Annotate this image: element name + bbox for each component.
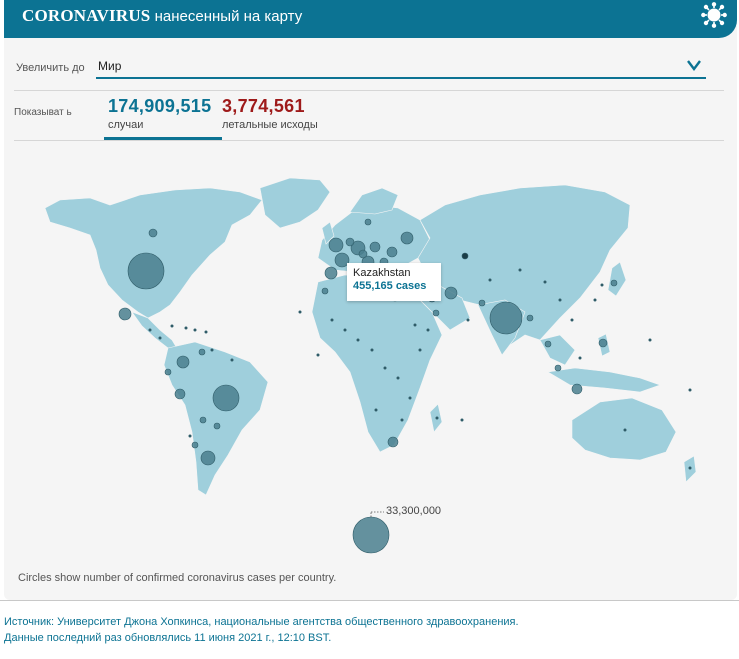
page-title: CORONAVIRUS нанесенный на карту xyxy=(22,6,303,25)
legend-value: 33,300,000 xyxy=(386,505,442,517)
land-masses xyxy=(44,177,697,496)
deaths-count: 3,774,561 xyxy=(222,96,305,116)
bubble-ukraine xyxy=(386,246,398,258)
bubble-chile xyxy=(191,441,199,449)
bubble-morocco xyxy=(321,287,329,295)
bubble-indonesia xyxy=(571,383,583,395)
bubble-paraguay xyxy=(213,422,221,430)
central-america xyxy=(131,311,179,351)
bubble-sweden xyxy=(364,218,372,226)
bubble-russia xyxy=(400,231,414,245)
bubble-malaysia xyxy=(554,364,562,372)
bubble-argentina xyxy=(200,450,216,466)
cases-label: случаи xyxy=(108,119,144,131)
japan xyxy=(607,261,627,297)
asia xyxy=(417,184,631,346)
bubble-czech xyxy=(358,249,368,259)
indonesia xyxy=(547,367,661,393)
north-america xyxy=(44,187,263,319)
world-map[interactable] xyxy=(0,0,739,600)
greenland xyxy=(259,177,331,229)
tab-cases[interactable]: 174,909,515 случаи xyxy=(108,96,211,131)
zoom-selected-value: Мир xyxy=(98,59,122,73)
bubble-bangladesh xyxy=(526,314,534,322)
bubble-venezuela xyxy=(198,348,206,356)
source-line-2: Данные последний раз обновлялись 11 июня… xyxy=(4,632,332,644)
bubble-netherlands xyxy=(345,237,355,247)
bubble-peru xyxy=(174,388,186,400)
virus-icon xyxy=(701,2,727,28)
divider xyxy=(0,600,739,601)
bubble-iran xyxy=(444,286,458,300)
divider xyxy=(14,140,724,141)
map-tooltip: Kazakhstan 455,165 cases xyxy=(347,263,441,301)
bubble-spain xyxy=(324,266,338,280)
uk xyxy=(321,221,335,245)
bubble-france xyxy=(334,252,350,268)
se-asia xyxy=(539,334,576,366)
tooltip-cases: 455,165 cases xyxy=(353,280,427,292)
zoom-select[interactable]: Мир xyxy=(96,55,706,79)
tab-deaths[interactable]: 3,774,561 летальные исходы xyxy=(222,96,318,131)
bubble-thailand xyxy=(544,340,552,348)
small-bubbles xyxy=(148,268,692,470)
zoom-label: Увеличить до xyxy=(16,62,85,74)
bubble-bolivia xyxy=(199,416,207,424)
bubble-poland xyxy=(369,241,381,253)
divider xyxy=(14,90,724,91)
bubble-canada xyxy=(148,228,158,238)
chevron-down-icon[interactable] xyxy=(686,58,702,72)
bubble-japan xyxy=(610,279,618,287)
bubble-colombia xyxy=(176,355,190,369)
bubble-philippines xyxy=(598,338,608,348)
bubble-brazil xyxy=(212,384,240,412)
bubble-kazakhstan xyxy=(461,252,469,260)
map-caption: Circles show number of confirmed coronav… xyxy=(18,572,337,584)
bubble-india xyxy=(489,301,523,335)
tooltip-country: Kazakhstan xyxy=(353,267,411,279)
bubble-ecuador xyxy=(164,368,172,376)
deaths-label: летальные исходы xyxy=(222,119,318,131)
legend-bubble xyxy=(352,516,390,554)
bubble-usa xyxy=(127,252,165,290)
bubble-mexico xyxy=(118,307,132,321)
active-tab-indicator xyxy=(104,137,222,140)
source-line-1: Источник: Университет Джона Хопкинса, на… xyxy=(4,616,519,628)
header-bar: CORONAVIRUS нанесенный на карту xyxy=(4,0,737,38)
show-label: Показыват ь xyxy=(14,107,72,118)
bubble-pakistan xyxy=(478,299,486,307)
bubble-saudi xyxy=(432,309,440,317)
source-note: Источник: Университет Джона Хопкинса, на… xyxy=(4,614,519,646)
scandinavia xyxy=(349,187,399,215)
bubble-south-africa xyxy=(387,436,399,448)
cases-count: 174,909,515 xyxy=(108,96,212,116)
bubble-uk xyxy=(328,237,344,253)
